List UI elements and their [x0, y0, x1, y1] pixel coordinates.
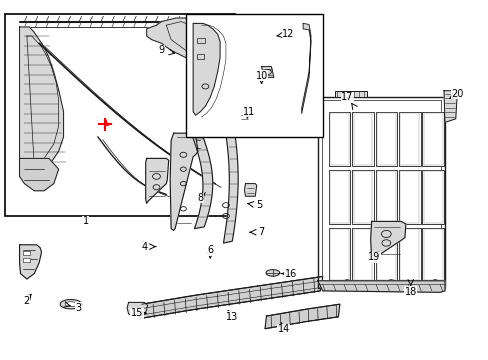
Polygon shape: [65, 302, 77, 307]
Polygon shape: [443, 91, 456, 122]
Bar: [353, 171, 371, 223]
Bar: [400, 113, 418, 165]
Polygon shape: [60, 300, 81, 309]
Polygon shape: [244, 184, 256, 196]
Text: 5: 5: [256, 200, 262, 210]
Text: 20: 20: [450, 89, 463, 99]
Polygon shape: [193, 23, 220, 115]
Bar: [376, 229, 395, 280]
Polygon shape: [145, 158, 168, 203]
Bar: [353, 113, 371, 165]
Polygon shape: [146, 18, 215, 61]
Bar: [422, 228, 443, 282]
Text: 12: 12: [282, 29, 294, 39]
Bar: [351, 112, 373, 166]
Text: 7: 7: [258, 227, 264, 237]
Bar: [400, 171, 418, 223]
Bar: [196, 38, 205, 43]
Bar: [423, 171, 442, 223]
Polygon shape: [170, 133, 198, 230]
Text: 1: 1: [82, 216, 88, 226]
Bar: [5, 14, 234, 216]
Bar: [353, 229, 371, 280]
Bar: [317, 97, 444, 288]
Bar: [329, 229, 348, 280]
Text: 11: 11: [243, 107, 255, 117]
Text: 9: 9: [158, 45, 164, 55]
Polygon shape: [127, 302, 147, 315]
Text: 13: 13: [225, 312, 238, 322]
Bar: [329, 171, 348, 223]
Bar: [398, 228, 420, 282]
Text: 19: 19: [367, 252, 380, 262]
Bar: [400, 229, 418, 280]
Bar: [423, 113, 442, 165]
Polygon shape: [317, 281, 444, 292]
Polygon shape: [20, 158, 59, 191]
Text: 16: 16: [284, 269, 297, 279]
Polygon shape: [218, 90, 238, 243]
Polygon shape: [370, 221, 405, 259]
Polygon shape: [20, 27, 63, 176]
Bar: [376, 171, 395, 223]
Bar: [321, 100, 440, 285]
Bar: [422, 170, 443, 224]
Bar: [328, 170, 349, 224]
Bar: [398, 170, 420, 224]
Bar: [423, 229, 442, 280]
Bar: [328, 228, 349, 282]
Bar: [23, 258, 30, 262]
Polygon shape: [190, 130, 212, 229]
Polygon shape: [139, 276, 322, 319]
Text: 4: 4: [141, 242, 147, 252]
Bar: [375, 228, 396, 282]
Bar: [23, 251, 30, 255]
Bar: [334, 91, 366, 97]
Bar: [422, 112, 443, 166]
Polygon shape: [20, 245, 41, 279]
Bar: [185, 14, 322, 137]
Bar: [351, 228, 373, 282]
Bar: [375, 112, 396, 166]
Polygon shape: [265, 270, 279, 276]
Text: 14: 14: [277, 324, 289, 334]
Bar: [329, 113, 348, 165]
Text: 15: 15: [130, 308, 143, 318]
Polygon shape: [264, 304, 339, 329]
Text: 2: 2: [23, 296, 29, 306]
Bar: [398, 112, 420, 166]
Bar: [376, 113, 395, 165]
Bar: [351, 170, 373, 224]
Text: 3: 3: [75, 303, 81, 313]
Text: 6: 6: [207, 245, 213, 255]
Text: 17: 17: [340, 92, 353, 102]
Text: 10: 10: [255, 71, 267, 81]
Bar: [328, 112, 349, 166]
Polygon shape: [301, 23, 310, 113]
Bar: [375, 170, 396, 224]
Text: 8: 8: [197, 193, 203, 203]
Text: 18: 18: [404, 287, 416, 297]
Polygon shape: [261, 67, 273, 77]
Bar: [196, 54, 203, 59]
Polygon shape: [238, 112, 253, 124]
